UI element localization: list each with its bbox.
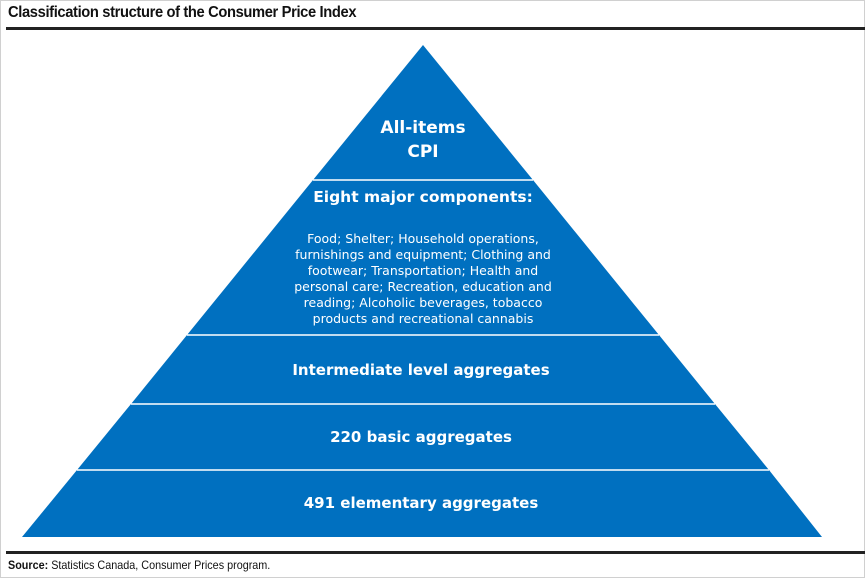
level-basic: [77, 404, 769, 470]
title-rule: [6, 27, 865, 30]
source-rule: [6, 551, 865, 554]
figure-title: Classification structure of the Consumer…: [8, 4, 357, 21]
major-line: personal care; Recreation, education and: [294, 279, 552, 294]
major-line: Food; Shelter; Household operations,: [307, 231, 539, 246]
major-line: footwear; Transportation; Health and: [308, 263, 538, 278]
apex-label-2: CPI: [407, 142, 438, 162]
level-major-components: [187, 180, 659, 335]
major-line: furnishings and equipment; Clothing and: [295, 247, 551, 262]
source-note: Source: Statistics Canada, Consumer Pric…: [8, 558, 270, 572]
intermediate-label: Intermediate level aggregates: [292, 361, 549, 379]
basic-label: 220 basic aggregates: [330, 428, 512, 446]
level-elementary: [22, 470, 822, 537]
level-dividers: [77, 179, 769, 471]
source-label: Source:: [8, 558, 49, 572]
level-intermediate: [131, 335, 715, 404]
apex-label-1: All-items: [380, 118, 465, 138]
major-line: reading; Alcoholic beverages, tobacco: [304, 295, 543, 310]
major-heading: Eight major components:: [313, 188, 533, 206]
major-line: products and recreational cannabis: [313, 311, 534, 326]
source-text: Statistics Canada, Consumer Prices progr…: [48, 558, 271, 572]
level-all-items: [313, 45, 533, 180]
elementary-label: 491 elementary aggregates: [304, 494, 539, 512]
